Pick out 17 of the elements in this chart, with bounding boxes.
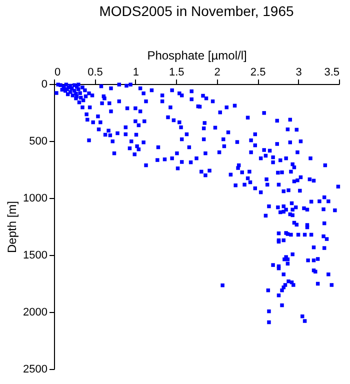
x-tick-label: 2.5	[250, 66, 266, 78]
y-tick-label: 500	[29, 136, 48, 148]
y-tick-label: 1000	[23, 192, 48, 204]
x-tick-label: 0	[54, 66, 61, 78]
y-tick-label: 2500	[23, 364, 48, 376]
x-tick-label: 3	[296, 66, 302, 78]
x-axis-title: Phosphate [µmol/l]	[147, 48, 247, 62]
y-tick-label: 0	[41, 78, 48, 90]
y-tick-label: 1500	[23, 250, 48, 262]
x-tick-label: 0.5	[88, 66, 103, 78]
x-tick-label: 2	[214, 66, 220, 78]
y-tick-label: 2000	[23, 306, 48, 318]
x-tick-label: 1	[132, 66, 139, 78]
x-tick-label: 1.5	[168, 66, 184, 78]
x-tick-label: 3.5	[324, 66, 340, 78]
y-axis-title: Depth [m]	[5, 200, 20, 254]
chart-title: MODS2005 in November, 1965	[99, 3, 294, 19]
